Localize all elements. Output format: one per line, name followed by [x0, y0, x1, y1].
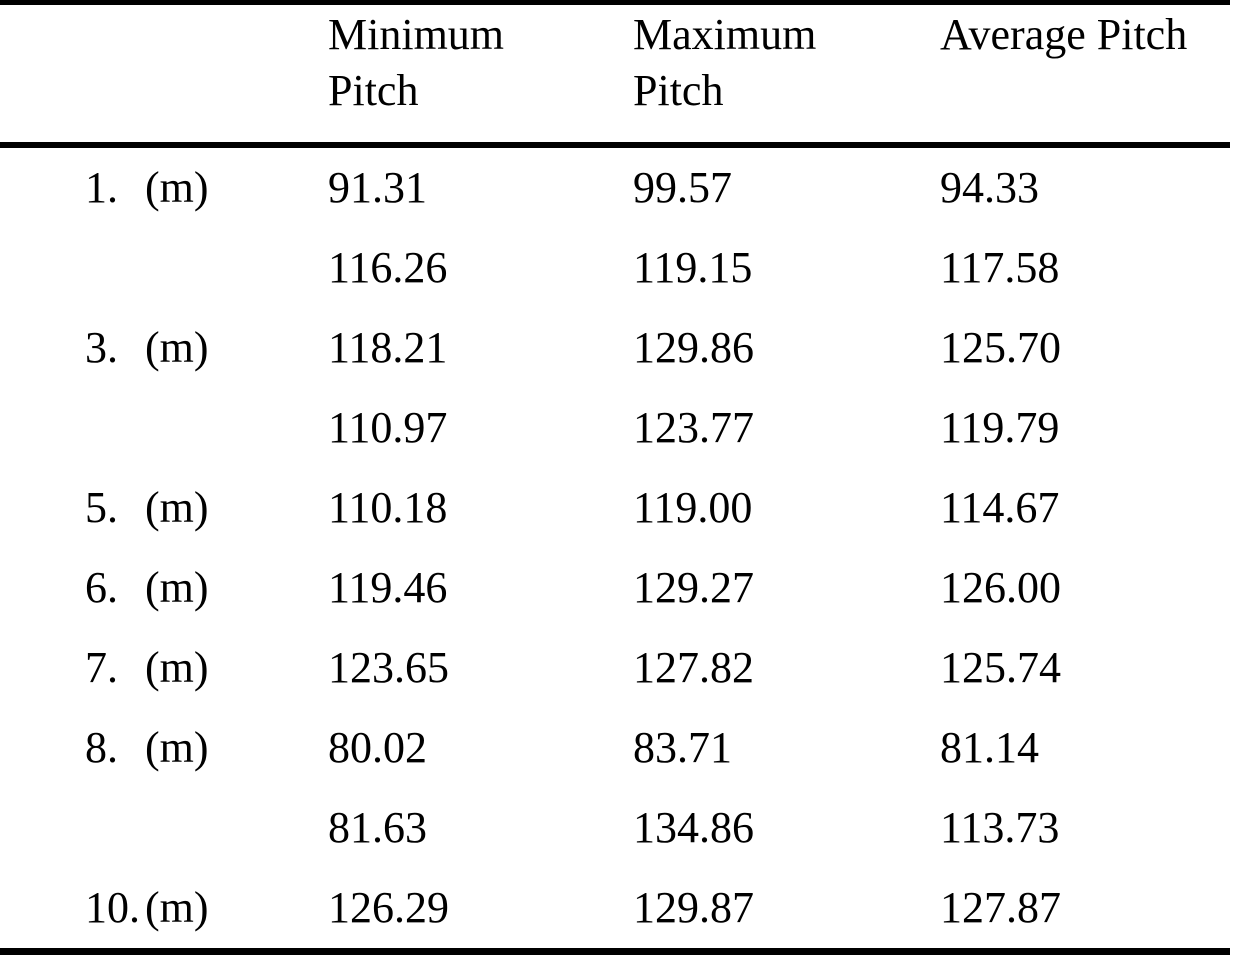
cell-maximum-pitch: 99.57	[633, 162, 732, 212]
header-label-line: Average Pitch	[940, 10, 1188, 59]
row-unit-cell	[145, 788, 328, 868]
cell-maximum-pitch: 123.77	[633, 402, 754, 452]
cell-minimum-pitch: 116.26	[328, 242, 448, 292]
row-unit-cell: (m)	[145, 562, 209, 612]
cell-maximum-pitch: 83.71	[633, 722, 732, 772]
row-unit-cell: (m)	[145, 482, 209, 532]
cell-average-pitch: 81.14	[940, 722, 1039, 772]
cell-maximum-pitch: 129.27	[633, 562, 754, 612]
header-label-line: Maximum	[633, 10, 817, 59]
cell-minimum-pitch: 118.21	[328, 322, 448, 372]
header-label-line: Minimum	[328, 10, 505, 59]
cell-minimum-pitch: 126.29	[328, 882, 449, 932]
cell-maximum-pitch: 127.82	[633, 642, 754, 692]
table-row: 3. (m) 118.21 129.86 125.70	[0, 308, 1230, 388]
table-row: 1. (m) 91.31 99.57 94.33	[0, 148, 1230, 228]
header-empty-cell	[0, 5, 328, 148]
header-row: Minimum Pitch Maximum Pitch Average Pitc…	[0, 5, 1230, 148]
cell-minimum-pitch: 123.65	[328, 642, 449, 692]
cell-average-pitch: 117.58	[940, 242, 1060, 292]
cell-maximum-pitch: 129.86	[633, 322, 754, 372]
bottom-rule	[0, 948, 1230, 955]
cell-average-pitch: 119.79	[940, 402, 1060, 452]
cell-minimum-pitch: 80.02	[328, 722, 427, 772]
top-rule	[0, 0, 1230, 5]
row-number-cell	[0, 388, 145, 468]
row-number-cell: 6.	[85, 562, 118, 612]
cell-maximum-pitch: 119.00	[633, 482, 753, 532]
table-row: 7. (m) 123.65 127.82 125.74	[0, 628, 1230, 708]
row-unit-cell: (m)	[145, 162, 209, 212]
cell-maximum-pitch: 119.15	[633, 242, 753, 292]
cell-average-pitch: 127.87	[940, 882, 1061, 932]
table-row: 5. (m) 110.18 119.00 114.67	[0, 468, 1230, 548]
header-minimum-pitch: Minimum Pitch	[328, 5, 633, 148]
cell-average-pitch: 125.74	[940, 642, 1061, 692]
table-row: 116.26 119.15 117.58	[0, 228, 1230, 308]
header-average-pitch: Average Pitch	[940, 5, 1230, 148]
table-header: Minimum Pitch Maximum Pitch Average Pitc…	[0, 5, 1230, 148]
row-number-cell: 3.	[85, 322, 118, 372]
cell-average-pitch: 114.67	[940, 482, 1060, 532]
header-label-line: Pitch	[328, 66, 419, 116]
cell-minimum-pitch: 81.63	[328, 802, 427, 852]
cell-minimum-pitch: 119.46	[328, 562, 448, 612]
pitch-table: Minimum Pitch Maximum Pitch Average Pitc…	[0, 5, 1230, 948]
row-number-cell: 5.	[85, 482, 118, 532]
row-unit-cell: (m)	[145, 322, 209, 372]
row-number-cell: 10.	[85, 882, 140, 932]
table-row: 10. (m) 126.29 129.87 127.87	[0, 868, 1230, 948]
cell-minimum-pitch: 91.31	[328, 162, 427, 212]
cell-minimum-pitch: 110.18	[328, 482, 448, 532]
row-unit-cell: (m)	[145, 722, 209, 772]
row-number-cell	[0, 788, 145, 868]
cell-average-pitch: 126.00	[940, 562, 1061, 612]
row-number-cell: 1.	[85, 162, 118, 212]
cell-maximum-pitch: 129.87	[633, 882, 754, 932]
row-number-cell: 8.	[85, 722, 118, 772]
table-row: 110.97 123.77 119.79	[0, 388, 1230, 468]
table-row: 8. (m) 80.02 83.71 81.14	[0, 708, 1230, 788]
row-number-cell	[0, 228, 145, 308]
table-row: 81.63 134.86 113.73	[0, 788, 1230, 868]
cell-average-pitch: 113.73	[940, 802, 1060, 852]
header-maximum-pitch: Maximum Pitch	[633, 5, 940, 148]
row-unit-cell	[145, 228, 328, 308]
cell-maximum-pitch: 134.86	[633, 802, 754, 852]
cell-average-pitch: 94.33	[940, 162, 1039, 212]
cell-minimum-pitch: 110.97	[328, 402, 448, 452]
row-unit-cell: (m)	[145, 882, 209, 932]
row-unit-cell	[145, 388, 328, 468]
table-body: 1. (m) 91.31 99.57 94.33 116.26 119.15 117.58 3.…	[0, 148, 1230, 948]
cell-average-pitch: 125.70	[940, 322, 1061, 372]
header-label-line: Pitch	[633, 66, 724, 116]
row-unit-cell: (m)	[145, 642, 209, 692]
table-row: 6. (m) 119.46 129.27 126.00	[0, 548, 1230, 628]
row-number-cell: 7.	[85, 642, 118, 692]
